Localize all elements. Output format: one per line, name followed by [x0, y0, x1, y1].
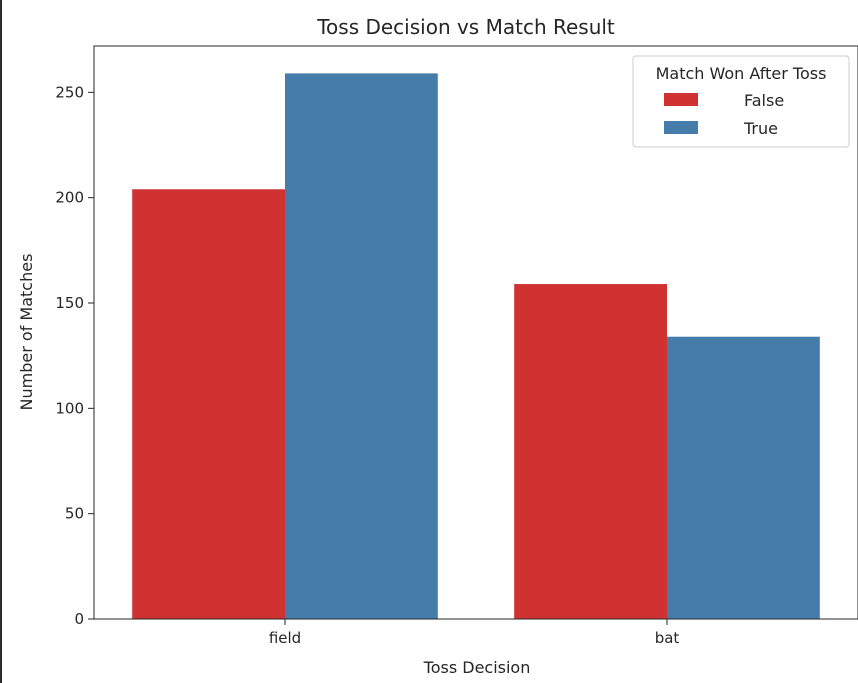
y-tick-label: 0: [74, 610, 84, 628]
legend-swatch-false: [664, 93, 698, 106]
y-axis-ticks: 0 50 100 150 200 250: [55, 83, 94, 628]
y-tick-label: 150: [55, 294, 84, 312]
bar-field-true: [285, 73, 438, 619]
y-tick-label: 200: [55, 189, 84, 207]
x-tick-label-bat: bat: [655, 629, 680, 647]
legend: Match Won After Toss False True: [632, 55, 850, 148]
plot-area-frame: [93, 45, 858, 620]
x-axis-ticks: field bat: [269, 619, 680, 647]
x-tick-label-field: field: [269, 629, 301, 647]
legend-label-false: False: [744, 91, 784, 110]
y-tick-label: 50: [65, 505, 84, 523]
bar-bat-true: [667, 336, 820, 619]
chart-title: Toss Decision vs Match Result: [316, 15, 615, 39]
bars-group: [132, 73, 820, 619]
x-axis-label: Toss Decision: [423, 658, 531, 677]
bar-bat-false: [514, 284, 667, 619]
y-tick-label: 250: [55, 83, 84, 101]
legend-label-true: True: [743, 119, 778, 138]
legend-title: Match Won After Toss: [656, 64, 827, 83]
bar-field-false: [132, 189, 285, 619]
legend-items: False True: [664, 91, 784, 138]
y-axis-label: Number of Matches: [17, 254, 36, 411]
legend-swatch-true: [664, 121, 698, 134]
y-tick-label: 100: [55, 399, 84, 417]
